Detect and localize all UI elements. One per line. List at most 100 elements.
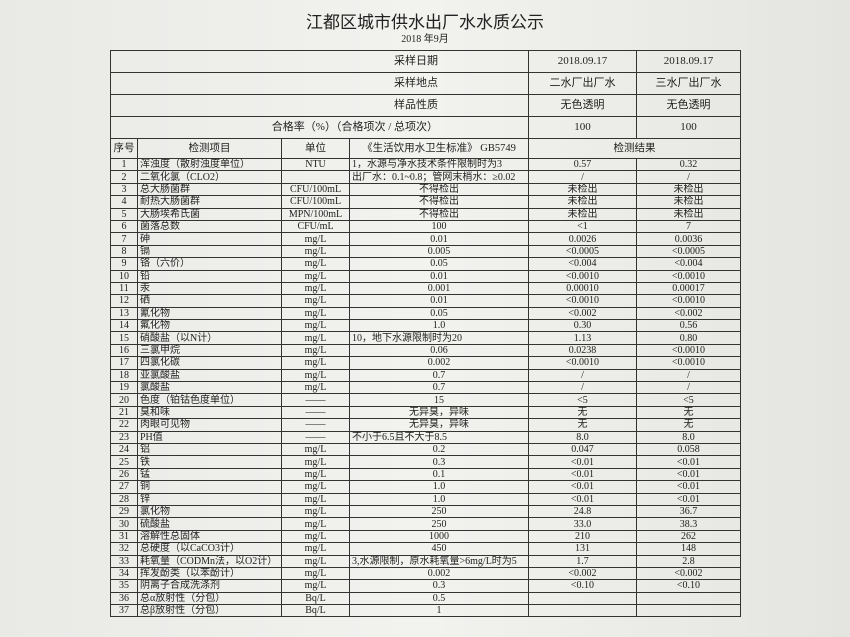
cell: mg/L [281,269,350,283]
cell: 0.3 [349,455,529,469]
data-row: 28 锌 mg/L 1.0 <0.01 <0.01 [110,492,741,506]
cell: 0.5 [349,591,529,606]
cell: 15 [110,331,138,345]
cell: 0.56 [636,319,741,333]
cell: 三氯甲烷 [137,343,282,358]
cell: 硝酸盐（以N计） [137,331,282,345]
cell: 氰化物 [137,306,282,321]
data-row: 21 臭和味 —— 无异臭，异味无无 [110,405,741,420]
cell: 3,水源限制，原水耗氧量>6mg/L时为5 [349,554,529,568]
cell: 1.0 [349,492,529,506]
cell: 33.0 [528,517,637,531]
data-row: 9 铬（六价） mg/L 0.05 <0.004 <0.004 [110,257,741,271]
data-row: 31 溶解性总固体 mg/L 1000 210 262 [110,529,741,544]
cell: NTU [281,157,350,172]
cell: 氟化物 [137,319,282,333]
cell: 序号 [110,138,138,159]
cell: 总α放射性（分包） [137,591,282,606]
cell: 0.80 [636,331,741,345]
cell: 未检出 [528,207,637,221]
cell: <0.01 [636,467,741,482]
cell: 18 [110,368,138,383]
cell: 大肠埃希氏菌 [137,207,282,221]
cell: 铝 [137,442,282,457]
cell: 8 [110,244,138,259]
cell: 131 [528,542,637,556]
cell: 4 [110,195,138,209]
data-row: 3 总大肠菌群 CFU/100mL 不得检出 未检出 未检出 [110,182,741,197]
cell: 8.0 [636,430,741,445]
cell: 15 [349,393,529,407]
cell: 0.05 [349,257,529,271]
cell: 检测项目 [137,138,282,159]
cell: 33 [110,554,138,568]
data-row: 10 铅 mg/L 0.01 <0.0010 <0.0010 [110,269,741,283]
cell: <5 [636,393,741,407]
data-row: 33 耗氧量（CODMn法，以O2计） mg/L 3,水源限制，原水耗氧量>6mg/L… [110,554,741,568]
cell: Bq/L [281,591,350,606]
cell: 总β放射性（分包） [137,604,282,618]
cell: 2.8 [636,554,741,568]
cell: 7 [636,219,741,234]
cell: 硫酸盐 [137,517,282,531]
cell: 色度（铂钴色度单位） [137,393,282,407]
cell: <0.002 [636,566,741,581]
cell: 阴离子合成洗涤剂 [137,579,282,593]
cell: 0.1 [349,467,529,482]
cell: <0.002 [528,306,637,321]
cell: 亚氯酸盐 [137,368,282,383]
summary-row: 样品性质 无色透明 无色透明 [110,94,741,117]
cell: 30 [110,517,138,531]
data-row: 20 色度（铂钴色度单位） —— 15 <5 <5 [110,393,741,407]
cell: 148 [636,542,741,556]
cell: mg/L [281,356,350,370]
cell: <0.01 [528,480,637,494]
cell: <1 [528,219,637,234]
cell: 采样日期 [110,50,529,73]
cell: 35 [110,579,138,593]
cell: 0.0026 [528,232,637,246]
cell: mg/L [281,554,350,568]
cell: mg/L [281,455,350,469]
data-row: 32 总硬度（以CaCO3计） mg/L 450 131 148 [110,542,741,556]
cell: 20 [110,393,138,407]
cell: mg/L [281,579,350,593]
cell: 总大肠菌群 [137,182,282,197]
cell: <0.0010 [528,269,637,283]
cell: 0.3 [349,579,529,593]
cell: 无色透明 [528,94,637,117]
cell: <0.0010 [528,294,637,308]
cell: 2 [110,170,138,184]
cell: 0.06 [349,343,529,358]
data-row: 27 铜 mg/L 1.0 <0.01 <0.01 [110,480,741,494]
cell: 1.0 [349,480,529,494]
cell: 肉眼可见物 [137,418,282,432]
cell: 未检出 [636,195,741,209]
cell: mg/L [281,232,350,246]
data-row: 16 三氯甲烷 mg/L 0.06 0.0238 <0.0010 [110,343,741,358]
cell: 铬（六价） [137,257,282,271]
cell: 450 [349,542,529,556]
cell: CFU/100mL [281,182,350,197]
cell: 无色透明 [636,94,741,117]
cell: <0.10 [528,579,637,593]
cell: —— [281,405,350,420]
data-row: 11 汞 mg/L 0.001 0.00010 0.00017 [110,281,741,296]
cell: 0.01 [349,232,529,246]
cell: 0.0036 [636,232,741,246]
cell: 氯酸盐 [137,381,282,395]
cell: <0.01 [636,455,741,469]
data-row: 22 肉眼可见物 —— 无异臭，异味无无 [110,418,741,432]
summary-row: 合格率（%）（合格项次 / 总项次） 100 100 [110,116,741,139]
cell: 0.2 [349,442,529,457]
cell: Bq/L [281,604,350,618]
data-row: 7 砷 mg/L 0.01 0.0026 0.0036 [110,232,741,246]
cell: 24.8 [528,504,637,519]
data-row: 13 氰化物 mg/L 0.05 <0.002 <0.002 [110,306,741,321]
cell: 砷 [137,232,282,246]
data-row: 30 硫酸盐 mg/L 250 33.0 38.3 [110,517,741,531]
cell: 0.05 [349,306,529,321]
cell: mg/L [281,542,350,556]
cell: <0.01 [636,480,741,494]
cell: 单位 [281,138,350,159]
